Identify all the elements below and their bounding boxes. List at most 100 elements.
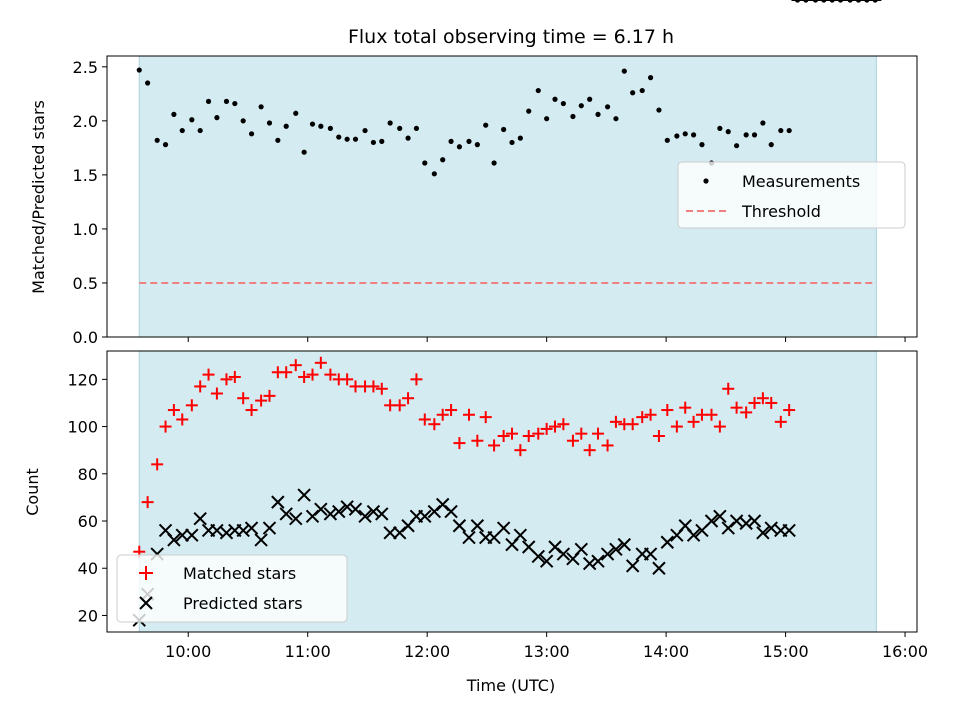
predicted-star-point — [279, 507, 293, 521]
measurement-point — [587, 96, 593, 102]
ratio-y-tick-label: 0.0 — [73, 328, 98, 347]
ratio-y-tick-label: 1.5 — [73, 166, 98, 185]
matched-star-point — [393, 399, 406, 412]
measurement-point — [327, 125, 334, 132]
measurement-point — [725, 129, 731, 135]
predicted-star-point — [713, 509, 727, 524]
x-tick-label: 15:00 — [763, 642, 809, 661]
matched-star-point — [609, 415, 622, 428]
measurement-point — [205, 98, 212, 104]
measurement-point — [647, 75, 654, 81]
measurement-point — [283, 123, 289, 129]
matched-star-point — [228, 370, 241, 383]
measurement-point — [189, 117, 195, 123]
matched-star-point — [255, 394, 268, 407]
predicted-star-point — [470, 519, 485, 533]
legend-matched-label: Matched stars — [183, 564, 296, 583]
measurement-point — [768, 142, 774, 148]
predicted-star-point — [556, 547, 571, 561]
measurement-point — [431, 171, 437, 177]
matched-star-point — [748, 396, 761, 409]
matched-star-point — [176, 413, 189, 426]
matched-star-point — [783, 404, 796, 417]
measurement-point — [397, 125, 403, 132]
matched-star-point — [445, 404, 458, 417]
matched-star-point — [488, 439, 501, 452]
measurement-point — [656, 107, 662, 113]
ratio-y-tick-label: 2.0 — [73, 112, 98, 131]
measurement-point — [197, 127, 203, 134]
measurement-point — [405, 135, 411, 141]
matched-star-point — [636, 411, 649, 424]
measurement-point — [413, 125, 420, 132]
chart-title: Flux total observing time = 6.17 h — [348, 26, 674, 48]
predicted-star-point — [340, 500, 354, 514]
measurement-point — [595, 111, 601, 117]
predicted-star-point — [289, 511, 303, 526]
measurement-point — [751, 132, 758, 138]
measurement-point — [223, 98, 230, 104]
predicted-star-point — [513, 528, 528, 542]
matched-star-point — [756, 392, 769, 405]
predicted-star-point — [375, 507, 389, 521]
predicted-star-point — [531, 549, 545, 564]
matched-star-point — [245, 404, 258, 417]
count-panel: 20 40 60 80 100 120 10:00 11:00 12:00 13:00 14:00… — [23, 0, 928, 695]
ratio-legend: Measurements Threshold — [677, 161, 906, 229]
matched-star-point — [722, 382, 735, 395]
predicted-star-point — [236, 523, 250, 538]
measurement-point — [352, 136, 359, 142]
x-tick-label: 14:00 — [643, 642, 689, 661]
predicted-star-point — [175, 528, 189, 542]
count-y-tick-label: 120 — [67, 370, 98, 389]
measurement-point — [370, 139, 377, 146]
count-legend: Matched stars Predicted stars — [116, 554, 348, 623]
measurement-point — [483, 122, 489, 128]
count-y-tick-label: 40 — [78, 559, 98, 578]
measurement-point — [336, 134, 342, 140]
ratio-y-tick-label: 1.0 — [73, 220, 98, 239]
measurement-point — [613, 116, 619, 122]
count-legend-box — [116, 554, 348, 623]
legend-predicted-marker — [139, 596, 153, 610]
matched-star-point — [375, 382, 388, 395]
measurement-point — [258, 104, 264, 110]
legend-measurements-marker — [703, 178, 709, 184]
measurement-point — [301, 149, 307, 155]
matched-star-point — [592, 427, 605, 440]
measurement-point — [734, 143, 740, 149]
measurement-point — [293, 110, 299, 116]
measurement-point — [544, 116, 550, 122]
measurement-point — [344, 136, 350, 142]
predicted-star-point — [756, 526, 770, 540]
matched-star-point — [367, 380, 380, 393]
matched-star-point — [497, 430, 510, 443]
predicted-star-point — [747, 514, 762, 528]
measurement-point — [639, 87, 645, 94]
count-y-tick-label: 20 — [78, 606, 98, 625]
matched-star-point — [436, 408, 449, 421]
legend-matched-marker — [139, 566, 153, 580]
matched-star-point — [679, 401, 692, 414]
measurement-point — [509, 139, 515, 146]
matched-star-point — [540, 422, 553, 435]
measurement-points — [136, 0, 878, 177]
measurement-point — [552, 96, 558, 102]
predicted-star-point — [652, 561, 666, 575]
measurement-point — [786, 127, 792, 134]
ratio-y-axis-label: Matched/Predicted stars — [29, 100, 48, 294]
measurement-point — [621, 68, 627, 74]
matched-star-point — [575, 427, 588, 440]
legend-predicted-label: Predicted stars — [183, 594, 303, 613]
matched-star-point — [705, 408, 718, 421]
measurement-point — [422, 160, 428, 166]
matched-star-point — [341, 373, 354, 386]
x-tick-label: 11:00 — [285, 642, 331, 661]
measurement-point — [690, 132, 697, 138]
predicted-star-point — [625, 559, 640, 573]
predicted-star-point — [358, 509, 372, 524]
measurement-point — [630, 90, 636, 96]
measurement-point — [387, 120, 393, 126]
measurement-point — [145, 80, 151, 86]
ratio-y-tick-label: 0.5 — [73, 274, 98, 293]
